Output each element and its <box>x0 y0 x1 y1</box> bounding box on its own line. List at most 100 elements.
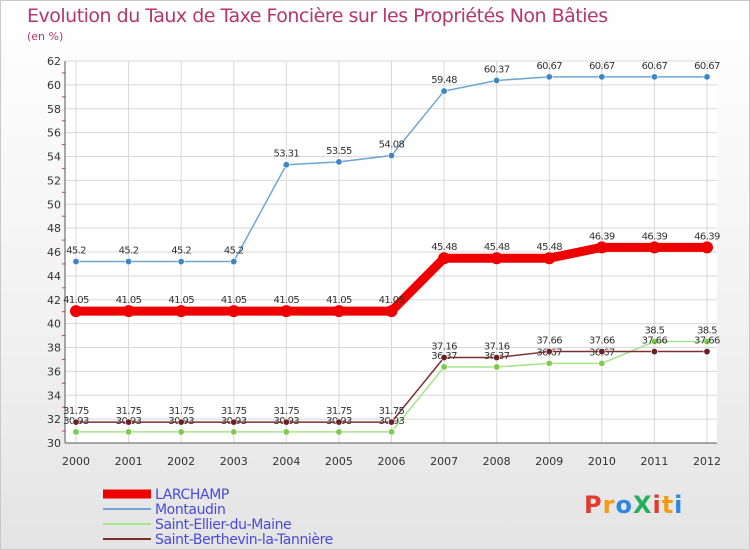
data-point <box>125 428 133 436</box>
legend-entry: Saint-Ellier-du-Maine <box>103 517 292 533</box>
data-label: 41.05 <box>326 295 352 306</box>
data-point <box>440 354 448 362</box>
data-point <box>125 418 133 426</box>
data-label: 45.48 <box>536 242 562 253</box>
data-point <box>387 152 395 160</box>
data-point <box>703 348 711 356</box>
x-tick-label: 2006 <box>378 455 406 468</box>
y-tick-label: 44 <box>47 270 61 283</box>
x-tick-label: 2012 <box>693 455 721 468</box>
legend-label: Saint-Berthevin-la-Tannière <box>155 532 333 548</box>
data-label: 41.05 <box>116 295 142 306</box>
data-point <box>650 73 658 81</box>
logo-letter: o <box>615 491 633 519</box>
data-label: 31.75 <box>168 406 194 417</box>
data-label: 45.2 <box>224 246 244 257</box>
data-point <box>387 428 395 436</box>
x-tick-label: 2004 <box>272 455 300 468</box>
y-tick-label: 40 <box>47 318 61 331</box>
data-point <box>230 258 238 266</box>
data-label: 60.67 <box>536 61 562 72</box>
data-point <box>177 428 185 436</box>
legend-label: LARCHAMP <box>155 487 229 503</box>
series-saint-berthevin-la-tanni-re: 31.75 31.75 31.75 31.75 31.75 31.75 31.75 37.16… <box>63 336 721 426</box>
series-montaudin: 45.2 45.2 45.2 45.2 53.31 53.55 54.08 59.48 60.3… <box>66 61 721 266</box>
data-point <box>650 348 658 356</box>
y-tick-label: 48 <box>47 222 61 235</box>
data-point <box>595 241 608 254</box>
data-label: 46.39 <box>694 231 720 242</box>
data-label: 38.5 <box>644 326 664 337</box>
x-tick-label: 2005 <box>325 455 353 468</box>
data-label: 46.39 <box>642 231 668 242</box>
data-label: 45.48 <box>484 242 510 253</box>
logo-letter: t <box>661 491 675 519</box>
data-label: 31.75 <box>326 406 352 417</box>
data-label: 31.75 <box>221 406 247 417</box>
data-label: 31.75 <box>274 406 300 417</box>
data-point <box>177 258 185 266</box>
data-point <box>72 258 80 266</box>
data-point <box>335 158 343 166</box>
data-point <box>122 305 135 318</box>
data-label: 41.05 <box>221 295 247 306</box>
data-point <box>282 428 290 436</box>
data-point <box>175 305 188 318</box>
data-label: 45.2 <box>66 246 86 257</box>
data-label: 41.05 <box>379 295 405 306</box>
data-point <box>493 354 501 362</box>
y-tick-label: 30 <box>47 437 61 450</box>
data-point <box>282 418 290 426</box>
y-tick-label: 50 <box>47 198 61 211</box>
data-label: 45.2 <box>119 246 139 257</box>
y-tick-label: 36 <box>47 365 61 378</box>
data-label: 37.16 <box>431 342 457 353</box>
data-point <box>598 359 606 367</box>
data-label: 37.66 <box>589 336 615 347</box>
data-point <box>177 418 185 426</box>
data-label: 41.05 <box>168 295 194 306</box>
data-label: 31.75 <box>116 406 142 417</box>
data-label: 41.05 <box>274 295 300 306</box>
legend-entry: LARCHAMP <box>103 487 229 503</box>
data-label: 60.67 <box>589 61 615 72</box>
data-label: 45.2 <box>171 246 191 257</box>
data-point <box>230 418 238 426</box>
legend-entry: Saint-Berthevin-la-Tannière <box>103 532 333 548</box>
data-point <box>440 87 448 95</box>
data-label: 37.66 <box>642 336 668 347</box>
data-label: 37.66 <box>694 336 720 347</box>
x-tick-label: 2010 <box>588 455 616 468</box>
logo-letter: i <box>652 491 662 519</box>
x-tick-label: 2002 <box>167 455 195 468</box>
x-tick-label: 2009 <box>535 455 563 468</box>
data-point <box>387 418 395 426</box>
data-point <box>438 252 451 265</box>
y-tick-label: 58 <box>47 103 61 116</box>
data-label: 31.75 <box>379 406 405 417</box>
legend-label: Montaudin <box>155 502 226 518</box>
data-point <box>282 161 290 169</box>
y-tick-label: 34 <box>47 389 61 402</box>
data-point <box>72 428 80 436</box>
data-label: 53.31 <box>274 149 300 160</box>
y-tick-label: 52 <box>47 174 61 187</box>
data-label: 46.39 <box>589 231 615 242</box>
data-point <box>493 363 501 371</box>
data-point <box>280 305 293 318</box>
unit-label: (en %) <box>27 30 64 43</box>
y-tick-label: 32 <box>47 413 61 426</box>
logo-letter: P <box>584 491 603 519</box>
y-tick-label: 38 <box>47 342 61 355</box>
data-label: 59.48 <box>431 75 457 86</box>
data-label: 45.48 <box>431 242 457 253</box>
data-point <box>493 76 501 84</box>
data-point <box>125 258 133 266</box>
data-point <box>703 338 711 346</box>
legend-entry: Montaudin <box>103 502 226 518</box>
x-tick-label: 2000 <box>62 455 90 468</box>
data-point <box>648 241 661 254</box>
data-label: 37.66 <box>536 336 562 347</box>
series-larchamp: 41.05 41.05 41.05 41.05 41.05 41.05 41.05 45.48… <box>63 231 721 318</box>
